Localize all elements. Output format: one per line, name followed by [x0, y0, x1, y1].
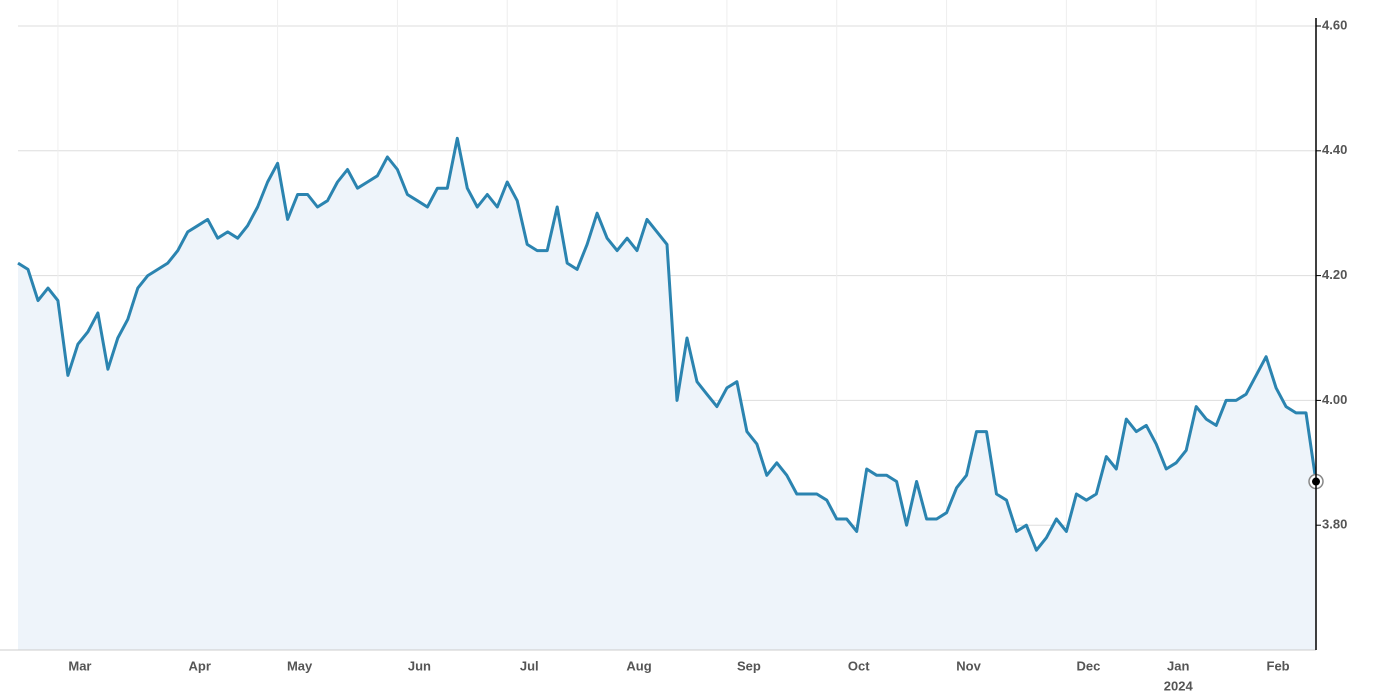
y-tick-label: 3.80	[1322, 517, 1347, 532]
line	[17, 136, 1318, 552]
y-tick-label: 4.60	[1322, 17, 1347, 32]
area	[18, 138, 1316, 651]
x-tick-label: Mar	[68, 658, 91, 673]
annotation: 2024	[1164, 678, 1194, 693]
x-tick-label: Jun	[408, 658, 431, 673]
x-tick-label: Jan	[1167, 658, 1189, 673]
x-tick-label: Sep	[737, 658, 761, 673]
x-tick-label: Dec	[1076, 658, 1100, 673]
x-tick-label: Apr	[189, 658, 211, 673]
x-tick-label: Aug	[626, 658, 651, 673]
x-tick-label: Jul	[520, 658, 539, 673]
y-tick-label: 4.40	[1322, 142, 1347, 157]
x-tick-label: Feb	[1267, 658, 1290, 673]
x-tick-label: Nov	[956, 658, 981, 673]
x-tick-label: Oct	[848, 658, 870, 673]
y-tick-label: 4.20	[1322, 267, 1347, 282]
x-tick-label: May	[287, 658, 313, 673]
y-tick-label: 4.00	[1322, 392, 1347, 407]
